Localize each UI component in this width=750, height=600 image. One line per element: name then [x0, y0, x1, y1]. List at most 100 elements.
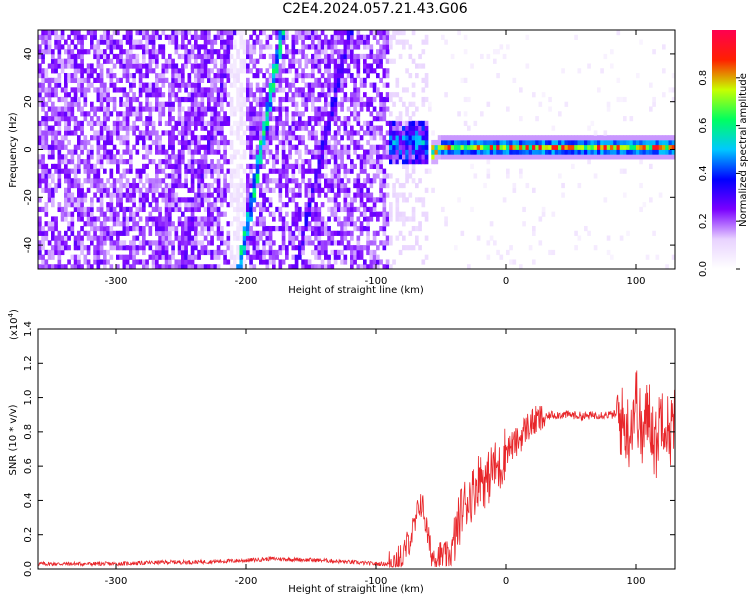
spectrogram-cell — [216, 197, 221, 203]
spectrogram-cell — [226, 44, 231, 50]
spectrogram-cell — [632, 149, 637, 155]
spectrogram-cell — [135, 44, 140, 50]
spectrogram-cell — [255, 73, 260, 79]
spectrogram-cell — [340, 187, 344, 193]
spectrogram-cell — [83, 168, 88, 174]
spectrogram-cell — [41, 34, 45, 40]
spectrogram-cell — [668, 149, 673, 155]
spectrogram-cell — [86, 235, 91, 241]
spectrogram-cell — [389, 216, 393, 222]
spectrogram-cell — [145, 49, 149, 55]
spectrogram-cell — [60, 249, 65, 256]
spectrogram-cell — [158, 211, 162, 217]
spectrogram-cell — [255, 120, 260, 126]
spectrogram-cell — [327, 82, 331, 88]
spectrogram-cell — [99, 101, 104, 107]
spectrogram-cell — [51, 221, 55, 227]
spectrogram-cell — [119, 58, 123, 64]
spectrogram-cell — [327, 187, 331, 193]
spectrogram-cell — [255, 216, 260, 222]
spectrogram-cell — [57, 53, 62, 60]
spectrogram-cell — [522, 139, 526, 146]
spectrogram-cell — [145, 144, 149, 150]
spectrogram-cell — [242, 225, 247, 232]
spectrogram-cell — [194, 192, 198, 198]
spectrogram-cell — [226, 92, 231, 98]
spectrogram-cell — [304, 30, 309, 36]
spectrogram-cell — [369, 49, 374, 55]
spectrogram-cell — [203, 87, 208, 93]
spectrogram-cell — [291, 192, 296, 198]
spectrogram-cell — [502, 197, 507, 203]
spectrogram-cell — [90, 221, 94, 227]
spectrogram-cell — [561, 182, 565, 189]
spectrogram-cell — [359, 245, 364, 251]
spectrogram-cell — [285, 202, 289, 208]
spectrogram-cell — [506, 106, 510, 112]
spectrogram-cell — [249, 225, 253, 232]
spectrogram-cell — [509, 154, 513, 160]
spectrogram-cell — [662, 135, 666, 141]
spectrogram-cell — [142, 49, 146, 55]
spectrogram-cell — [671, 135, 675, 141]
spectrogram-cell — [405, 159, 409, 165]
spectrogram-cell — [259, 206, 263, 213]
spectrogram-cell — [148, 63, 153, 69]
spectrogram-cell — [288, 264, 292, 269]
spectrogram-cell — [90, 39, 94, 45]
spectrogram-cell — [197, 106, 201, 112]
spectrogram-cell — [171, 163, 175, 170]
spectrogram-cell — [171, 92, 175, 98]
spectrogram-cell — [90, 144, 94, 150]
spectrogram-cell — [506, 168, 510, 174]
spectrogram-cell — [158, 216, 162, 222]
spectrogram-cell — [116, 58, 120, 64]
spectrogram-cell — [155, 106, 159, 112]
spectrogram-cell — [38, 135, 42, 141]
spectrogram-cell — [649, 139, 653, 146]
spectrogram-cell — [392, 159, 396, 165]
spectrogram-cell — [44, 111, 49, 117]
spectrogram-cell — [80, 68, 84, 74]
spectrogram-cell — [148, 245, 153, 251]
spectrogram-cell — [379, 101, 383, 107]
spectrogram-cell — [164, 77, 169, 83]
spectrogram-cell — [86, 187, 91, 193]
spectrogram-cell — [268, 125, 273, 131]
spectrogram-cell — [200, 216, 205, 222]
spectrogram-cell — [372, 68, 377, 74]
spectrogram-cell — [229, 39, 234, 45]
spectrogram-cell — [184, 135, 188, 141]
spectrogram-cell — [109, 240, 114, 246]
spectrogram-cell — [148, 211, 153, 217]
spectrogram-cell — [372, 173, 377, 179]
spectrogram-cell — [148, 230, 153, 236]
spectrogram-cell — [262, 135, 266, 141]
spectrogram-cell — [353, 130, 357, 136]
spectrogram-cell — [343, 173, 348, 179]
spectrogram-cell — [382, 116, 387, 122]
spectrogram-cell — [623, 192, 627, 198]
spectrogram-cell — [304, 216, 309, 222]
spectrogram-cell — [561, 144, 565, 150]
spectrogram-cell — [177, 139, 182, 146]
spectrogram-cell — [301, 249, 305, 256]
spectrogram-cell — [626, 230, 630, 236]
spectrogram-cell — [528, 149, 533, 155]
spectrogram-cell — [64, 130, 68, 136]
spectrogram-cell — [415, 135, 419, 141]
spectrogram-cell — [106, 159, 110, 165]
spectrogram-cell — [119, 49, 123, 55]
spectrogram-cell — [379, 77, 383, 83]
spectrogram-cell — [135, 187, 140, 193]
spectrogram-cell — [398, 139, 403, 146]
spectrogram-cell — [288, 197, 292, 203]
spectrogram-cell — [424, 39, 429, 45]
spectrogram-cell — [41, 235, 45, 241]
spectrogram-cell — [281, 125, 286, 131]
spectrogram-cell — [483, 154, 487, 160]
spectrogram-cell — [671, 254, 675, 260]
spectrogram-cell — [190, 211, 195, 217]
spectrogram-cell — [502, 53, 507, 60]
spectrogram-cell — [671, 154, 675, 160]
